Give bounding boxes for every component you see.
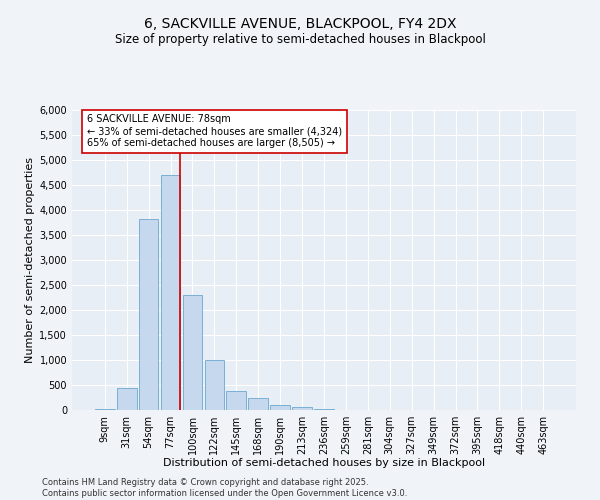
Y-axis label: Number of semi-detached properties: Number of semi-detached properties (25, 157, 35, 363)
Bar (248, 398, 268, 410)
Bar (270, 405, 290, 410)
Bar (117, 388, 137, 410)
Bar (182, 295, 202, 410)
Bar (226, 390, 246, 410)
Text: 6, SACKVILLE AVENUE, BLACKPOOL, FY4 2DX: 6, SACKVILLE AVENUE, BLACKPOOL, FY4 2DX (144, 18, 456, 32)
Bar (205, 360, 224, 410)
Text: 6 SACKVILLE AVENUE: 78sqm
← 33% of semi-detached houses are smaller (4,324)
65% : 6 SACKVILLE AVENUE: 78sqm ← 33% of semi-… (87, 114, 342, 148)
Text: Size of property relative to semi-detached houses in Blackpool: Size of property relative to semi-detach… (115, 32, 485, 46)
Bar (292, 407, 312, 410)
Bar (139, 219, 158, 410)
X-axis label: Distribution of semi-detached houses by size in Blackpool: Distribution of semi-detached houses by … (163, 458, 485, 468)
Bar (161, 175, 181, 410)
Bar (95, 409, 115, 410)
Text: Contains HM Land Registry data © Crown copyright and database right 2025.
Contai: Contains HM Land Registry data © Crown c… (42, 478, 407, 498)
Bar (314, 409, 334, 410)
